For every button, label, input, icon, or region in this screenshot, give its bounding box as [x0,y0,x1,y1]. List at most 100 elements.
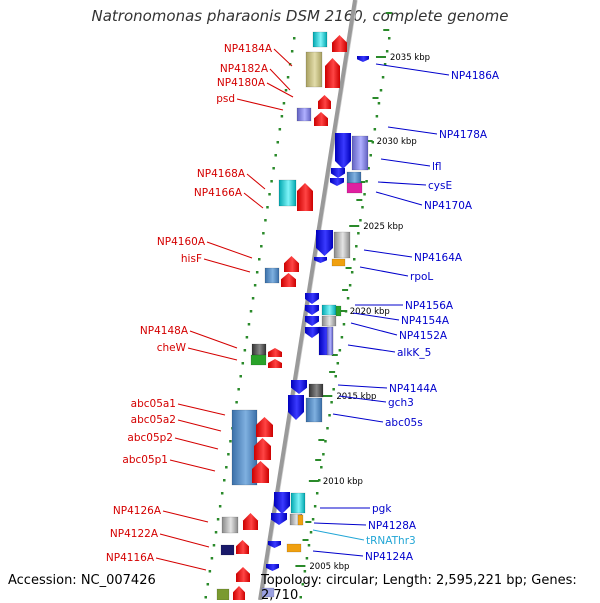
guide-dot [309,531,313,534]
guide-dot [332,388,335,391]
guide-dot [311,518,315,521]
guide-dot [324,440,327,443]
leader-line [169,459,216,472]
guide-dot [266,206,269,209]
gene-box [331,258,346,267]
gene-arrow [335,133,351,169]
gene-label-np4144a: NP4144A [389,383,438,395]
gene-box [297,514,304,526]
leader-line [387,126,438,135]
guide-dot [270,180,273,183]
gene-arrow [243,513,258,530]
guide-dot [210,557,214,560]
gene-label-chew: cheW [157,342,187,354]
gene-label-alkk_5: alkK_5 [397,347,431,359]
gene-box [321,304,337,316]
kbp-label: 2035 kbp [390,53,430,63]
gene-label-trnathr3: tRNAThr3 [366,535,416,547]
gene-arrow [357,56,369,62]
gene-arrow [284,256,299,272]
gene-arrow [288,395,304,420]
kbp-label: 2030 kbp [377,137,417,147]
kbp-label: 2010 kbp [323,477,363,487]
leader-line [246,173,266,190]
guide-dot [379,89,383,92]
leader-line [266,82,294,98]
gene-label-abc05a1: abc05a1 [131,398,176,410]
gene-label-np4128a: NP4128A [368,520,417,532]
guide-dot [292,37,296,40]
guide-dot [355,245,358,248]
gene-arrow [266,564,279,571]
leader-line [159,533,210,548]
guide-dot [353,258,356,261]
gene-box [264,267,280,284]
gene-label-lfl: lfl [432,161,442,173]
leader-line [177,403,226,416]
guide-dot [338,349,342,352]
guide-dot [375,115,379,118]
leader-line [177,419,222,432]
kbp-label: 2015 kbp [336,392,376,402]
leader-line [155,557,207,571]
gene-box [278,179,297,207]
leader-line [375,191,423,206]
leader-line [273,48,293,67]
guide-dot [268,193,271,196]
gene-arrow [330,178,344,186]
kbp-label: 2025 kbp [363,222,403,232]
gene-label-np4168a: NP4168A [197,168,246,180]
gene-arrow [256,417,273,437]
guide-dot [383,63,387,66]
guide-dot [286,76,290,79]
leader-line [189,330,238,349]
gene-box [321,315,337,327]
guide-dot [214,531,218,534]
gene-arrow [274,492,290,514]
guide-dot [344,310,348,313]
gene-label-np4182a: NP4182A [220,63,269,75]
guide-dot [299,596,302,599]
guide-dot [307,544,311,547]
gene-arrow [268,348,282,357]
guide-dot [262,232,265,235]
gene-arrow [316,230,333,256]
gene-box [251,343,267,356]
gene-arrow [305,293,319,304]
leader-line [206,241,253,259]
gene-arrow [297,183,313,211]
gene-arrow [254,438,271,460]
gene-arrow [271,513,287,525]
gene-box [308,383,324,398]
guide-dot [313,505,317,508]
leader-line [312,550,364,557]
leader-line [375,63,450,76]
gene-label-np4164a: NP4164A [414,252,463,264]
guide-dot [387,37,391,40]
gene-arrow [305,327,319,338]
gene-label-gch3: gch3 [388,397,414,409]
gene-label-np4122a: NP4122A [110,528,159,540]
gene-box [290,492,306,514]
gene-box [216,588,230,600]
gene-arrow [233,586,245,600]
leader-line [363,249,413,258]
guide-dot [326,427,329,430]
guide-dot [320,466,323,469]
guide-dot [346,297,350,300]
gene-box [333,231,351,259]
guide-dot [237,388,240,391]
guide-dot [315,492,319,495]
guide-dot [218,505,222,508]
guide-dot [371,141,375,144]
leader-line [332,413,384,423]
guide-dot [229,440,232,443]
gene-arrow [332,35,347,52]
gene-label-np4178a: NP4178A [439,129,488,141]
leader-line [313,522,367,526]
gene-label-np4170a: NP4170A [424,200,473,212]
gene-box [351,135,369,171]
gene-box [286,543,302,553]
guide-dot [260,245,263,248]
